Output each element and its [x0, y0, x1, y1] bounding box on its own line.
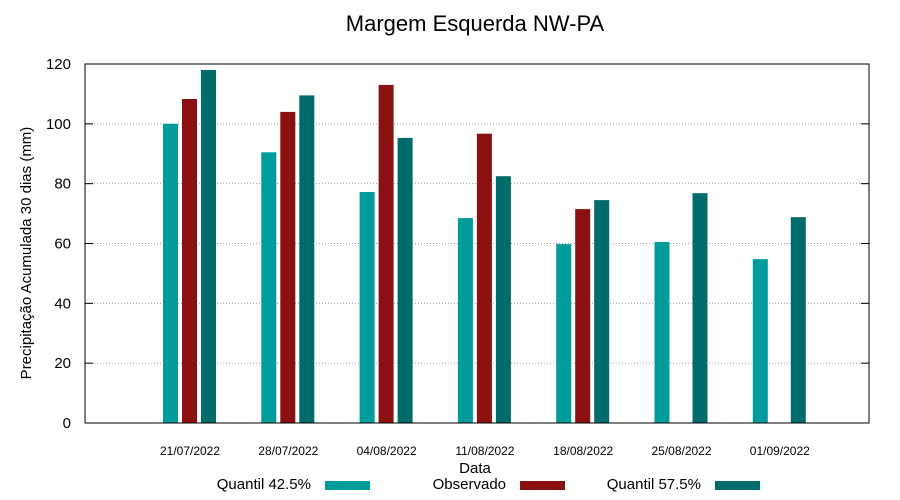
x-tick-label: 21/07/2022: [160, 444, 220, 458]
legend-swatch: [715, 481, 760, 490]
y-tick-label: 20: [54, 355, 71, 372]
legend-swatch: [520, 481, 565, 490]
x-tick-label: 28/07/2022: [258, 444, 318, 458]
legend: Quantil 42.5% Observado Quantil 57.5%: [217, 476, 760, 493]
bar: [752, 259, 768, 423]
y-tick-label: 120: [46, 56, 71, 73]
x-tick-label: 18/08/2022: [553, 444, 613, 458]
bar: [692, 193, 708, 423]
bar: [378, 84, 394, 424]
bar: [359, 192, 375, 423]
bar: [790, 217, 806, 423]
legend-label: Observado: [433, 476, 506, 493]
x-ticks: 21/07/2022 28/07/2022 04/08/2022 11/08/2022…: [160, 444, 810, 458]
bar: [163, 123, 178, 424]
x-tick-label: 04/08/2022: [357, 444, 417, 458]
y-tick-label: 100: [46, 116, 71, 133]
y-tick-label: 60: [54, 236, 71, 253]
bars-layer: [163, 70, 806, 424]
y-ticks: 0 20 40 60 80 100 120: [46, 56, 869, 432]
bar: [201, 70, 216, 423]
bar: [556, 244, 572, 423]
bar: [299, 95, 315, 424]
y-tick-label: 80: [54, 176, 71, 193]
bar: [457, 218, 473, 423]
x-axis-label: Data: [459, 460, 491, 477]
bar: [397, 137, 413, 423]
chart-title: Margem Esquerda NW-PA: [346, 11, 605, 36]
bar: [261, 152, 277, 424]
legend-label: Quantil 42.5%: [217, 476, 311, 493]
x-tick-label: 11/08/2022: [455, 444, 514, 458]
bar: [575, 209, 591, 423]
bar: [594, 200, 610, 423]
bar: [495, 176, 511, 423]
bar: [654, 242, 670, 423]
x-tick-label: 01/09/2022: [750, 444, 810, 458]
bar: [280, 111, 296, 424]
y-tick-label: 40: [54, 295, 71, 312]
bar: [182, 99, 197, 423]
legend-swatch: [325, 481, 370, 490]
legend-label: Quantil 57.5%: [607, 476, 701, 493]
y-axis-label: Precipitação Acumulada 30 dias (mm): [18, 127, 35, 380]
y-tick-label: 0: [63, 415, 71, 432]
x-tick-label: 25/08/2022: [651, 444, 711, 458]
bar: [476, 133, 492, 423]
